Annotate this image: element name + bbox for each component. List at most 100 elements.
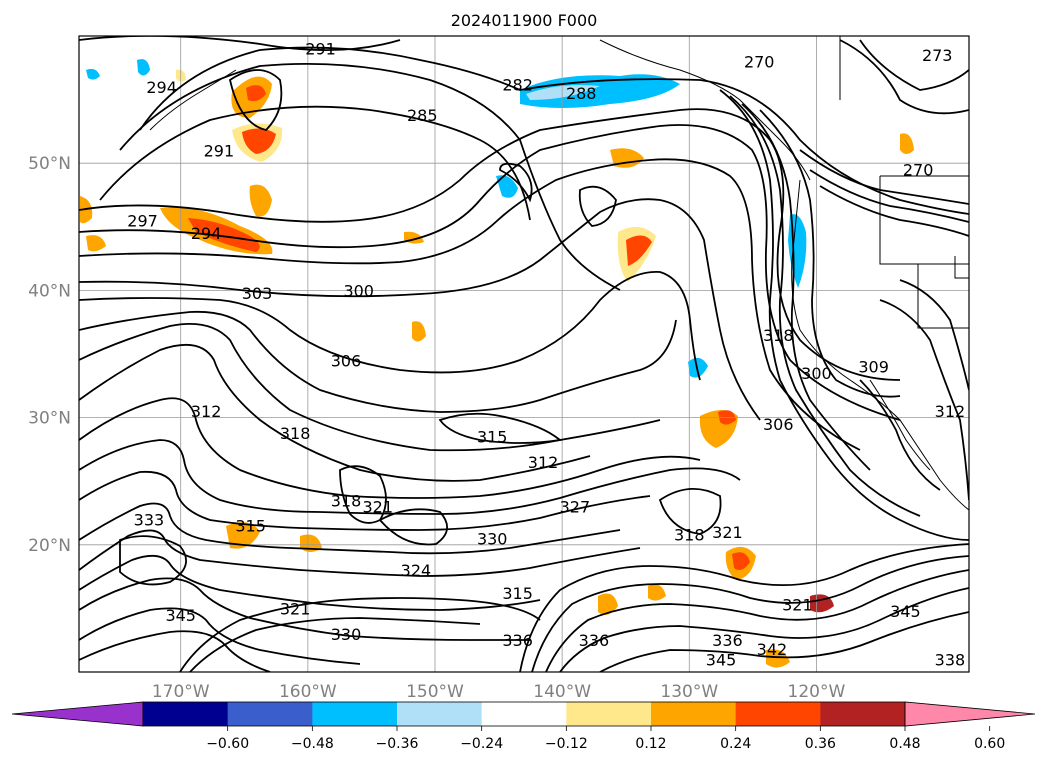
contour-line [119, 535, 187, 586]
contour-line [719, 89, 969, 541]
contour-label: 330 [331, 625, 362, 644]
positive-shading-patch [900, 133, 914, 154]
state-border [954, 256, 969, 279]
positive-shading-patch [412, 321, 426, 342]
contour-line [79, 554, 541, 611]
negative-shading-patch [520, 74, 680, 108]
contour-line [438, 412, 563, 444]
colorbar-tick-label: 0.60 [974, 736, 1005, 752]
contour-line [79, 124, 901, 421]
contour-label: 342 [757, 640, 788, 659]
colorbar-tick-label: −0.12 [545, 736, 588, 752]
contour-label: 300 [343, 281, 374, 300]
contour-label: 336 [502, 631, 533, 650]
map-plot-area: 291 294 291 282 288 285 273 270 297 294 303 300 306 3… [79, 36, 969, 672]
contour-line [179, 597, 541, 672]
colorbar-tick-label: −0.36 [376, 736, 419, 752]
colorbar: −0.60 −0.48 −0.36 −0.24 −0.12 0.12 0.24 0.36 0.4… [11, 701, 1036, 752]
colorbar-segment [227, 702, 313, 726]
negative-shading-patch [526, 85, 600, 100]
contour-label: 282 [502, 75, 533, 94]
latitude-label: 50°N [28, 154, 71, 174]
contour-line [79, 271, 701, 381]
contour-label: 294 [146, 78, 177, 97]
aleutian-islands [149, 69, 237, 131]
contour-line [531, 555, 969, 672]
contour-line [859, 39, 969, 91]
longitude-label: 140°W [533, 682, 591, 702]
state-border [917, 264, 969, 329]
contour-line [859, 379, 941, 491]
contour-label: 270 [903, 161, 934, 180]
colorbar-tick-label: −0.60 [206, 736, 249, 752]
contour-line [899, 279, 969, 391]
contour-line [519, 543, 969, 672]
contour-line [79, 607, 361, 665]
contour-label: 300 [801, 364, 832, 383]
negative-shading-patch [688, 357, 708, 378]
latitude-label: 20°N [28, 536, 71, 556]
positive-shading-patch [249, 184, 272, 217]
contour-label: 312 [528, 453, 559, 472]
contour-label: 333 [134, 510, 165, 529]
contour-label: 315 [502, 584, 533, 603]
contour-line [378, 508, 448, 546]
contour-label: 291 [305, 40, 336, 59]
colorbar-segment [312, 702, 398, 726]
contour-label: 291 [204, 141, 235, 160]
contour-label: 288 [566, 84, 597, 103]
contour-label: 345 [165, 606, 196, 625]
contour-label: 345 [890, 602, 921, 621]
contour-label: 321 [782, 596, 813, 615]
baja-coastline [869, 379, 931, 471]
negative-shading-patch [86, 68, 100, 80]
longitude-label: 150°W [406, 682, 464, 702]
colorbar-tick-label: −0.24 [460, 736, 503, 752]
longitude-label: 130°W [660, 682, 718, 702]
contour-line [79, 529, 641, 577]
positive-shading-patch [648, 584, 666, 601]
contour-line [79, 198, 761, 421]
contour-labels: 291 294 291 282 288 285 273 270 297 294 303 300 306 3… [127, 40, 966, 670]
colorbar-extend-high [904, 701, 1036, 727]
contour-label: 312 [935, 402, 966, 421]
positive-shading-patch [242, 128, 276, 154]
colorbar-segment [820, 702, 906, 726]
longitude-label: 160°W [279, 682, 337, 702]
contour-line [79, 470, 651, 531]
contour-line [189, 617, 481, 672]
contour-line [578, 185, 617, 227]
colorbar-segment [481, 702, 567, 726]
latitude-label: 40°N [28, 281, 71, 301]
contour-line [599, 611, 969, 672]
state-border [879, 176, 969, 265]
contour-line [809, 169, 969, 223]
contour-label: 330 [477, 529, 508, 548]
contour-label: 336 [712, 631, 743, 650]
colorbar-segment [651, 702, 737, 726]
contour-label: 294 [191, 224, 222, 243]
positive-shading-patch [86, 235, 106, 252]
contour-line [79, 343, 591, 482]
contour-line [729, 95, 921, 517]
alaska-coastline [599, 39, 811, 181]
contour-label: 324 [401, 561, 432, 580]
contour-line [839, 39, 969, 115]
contour-line [741, 103, 871, 471]
colorbar-extend-low [11, 701, 144, 727]
contour-line [79, 502, 621, 555]
longitude-label: 120°W [788, 682, 846, 702]
positive-shading-patch [598, 593, 618, 615]
contour-line [79, 439, 741, 515]
contour-label: 297 [127, 211, 158, 230]
contour-label: 345 [706, 650, 737, 669]
contour-line [79, 158, 861, 451]
contour-line [79, 310, 677, 413]
contour-label: 318 [674, 526, 705, 545]
contour-label: 312 [191, 402, 222, 421]
contour-label: 315 [235, 517, 266, 536]
map-frame [78, 35, 970, 673]
contour-label: 338 [935, 650, 966, 669]
colorbar-tick-label: −0.48 [291, 736, 334, 752]
